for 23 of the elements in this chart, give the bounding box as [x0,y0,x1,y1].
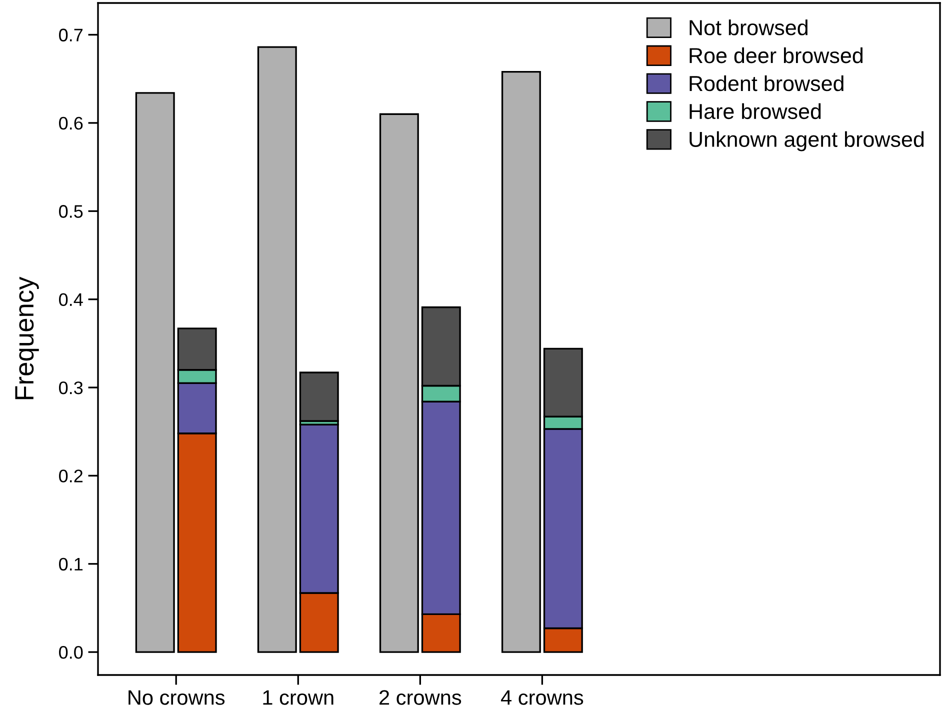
x-tick-label: 2 crowns [380,690,462,705]
x-tick-label: 4 crowns [500,690,584,705]
legend-label: Hare browsed [690,103,821,120]
y-tick-label: 0.6 [59,116,83,130]
bar [501,70,541,653]
x-tick-label: No crowns [128,690,225,705]
legend-label: Rodent browsed [690,75,844,92]
y-tick-label: 0.1 [59,558,83,571]
y-tick-label: 0.7 [59,28,83,42]
x-tick-label: 1 crown [263,690,334,705]
y-tick-label: 0.4 [59,293,83,306]
legend-label: Not browsed [690,19,808,36]
bar [257,46,297,653]
y-tick-label: 0.2 [59,470,83,482]
y-tick-label: 0.3 [59,381,83,394]
y-axis-title: Frequency [15,276,39,400]
bar [135,92,175,653]
y-tick-label: 0.5 [59,205,83,218]
y-tick-label: 0.0 [59,646,83,659]
bar [379,113,419,653]
legend-label: Roe deer browsed [690,47,863,64]
bar [299,372,339,422]
legend-label: Unknown agent browsed [690,131,924,152]
